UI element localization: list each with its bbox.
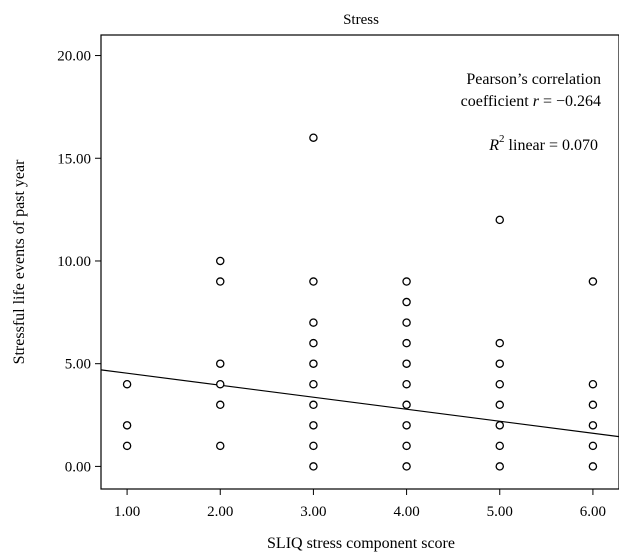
data-point — [588, 277, 598, 286]
data-point — [402, 318, 411, 327]
data-point — [402, 421, 411, 430]
data-point — [216, 400, 225, 410]
x-axis: 1.00 2.00 3.00 4.00 5.00 6.00 — [114, 489, 606, 520]
x-tick-label: 5.00 — [487, 504, 513, 520]
data-point — [216, 379, 225, 389]
data-point — [402, 462, 411, 471]
data-point — [309, 400, 318, 410]
x-tick-label: 3.00 — [300, 504, 326, 520]
annotation-line-2: coefficient r = −0.264 — [461, 93, 601, 110]
data-point — [402, 379, 411, 389]
data-point — [122, 379, 132, 389]
data-point — [495, 379, 504, 389]
data-points — [122, 133, 598, 471]
data-point — [309, 421, 318, 430]
data-point — [216, 277, 225, 286]
y-axis-title: Stressful life events of past year — [11, 159, 28, 365]
data-point — [495, 421, 504, 430]
plot-area — [100, 34, 619, 490]
data-point — [588, 421, 598, 430]
data-point — [495, 462, 504, 471]
x-tick-label: 2.00 — [207, 504, 233, 520]
data-point — [495, 441, 504, 451]
data-point — [122, 421, 132, 430]
data-point — [216, 256, 225, 266]
y-tick-label: 20.00 — [57, 49, 91, 65]
data-point — [216, 359, 225, 368]
data-point — [402, 277, 411, 286]
data-point — [309, 338, 318, 348]
data-point — [402, 441, 411, 451]
data-point — [402, 359, 411, 368]
data-point — [309, 441, 318, 451]
data-point — [309, 133, 318, 142]
data-point — [588, 441, 598, 451]
data-point — [588, 379, 598, 389]
y-tick-label: 15.00 — [57, 151, 91, 167]
data-point — [495, 400, 504, 410]
data-point — [588, 400, 598, 410]
data-point — [309, 318, 318, 327]
data-point — [402, 400, 411, 410]
data-point — [122, 441, 132, 451]
chart-title: Stress — [343, 12, 379, 28]
x-tick-label: 1.00 — [114, 504, 140, 520]
data-point — [309, 462, 318, 471]
y-tick-label: 0.00 — [65, 459, 91, 475]
annotation-line-1: Pearson’s correlation — [466, 71, 601, 88]
data-point — [309, 359, 318, 368]
data-point — [495, 215, 504, 225]
x-tick-label: 6.00 — [580, 504, 606, 520]
x-tick-label: 4.00 — [393, 504, 419, 520]
data-point — [402, 297, 411, 307]
data-point — [495, 338, 504, 348]
x-axis-title: SLIQ stress component score — [267, 535, 455, 552]
correlation-annotation: Pearson’s correlation coefficient r = −0… — [461, 71, 601, 154]
data-point — [216, 441, 225, 451]
data-point — [402, 338, 411, 348]
data-point — [588, 462, 598, 471]
data-point — [309, 277, 318, 286]
y-tick-label: 5.00 — [65, 357, 91, 373]
annotation-line-3: R2 linear = 0.070 — [488, 133, 598, 154]
y-axis: 0.00 5.00 10.00 15.00 20.00 — [57, 49, 101, 475]
y-tick-label: 10.00 — [57, 254, 91, 270]
data-point — [495, 359, 504, 368]
regression-line — [100, 369, 619, 438]
data-point — [309, 379, 318, 389]
